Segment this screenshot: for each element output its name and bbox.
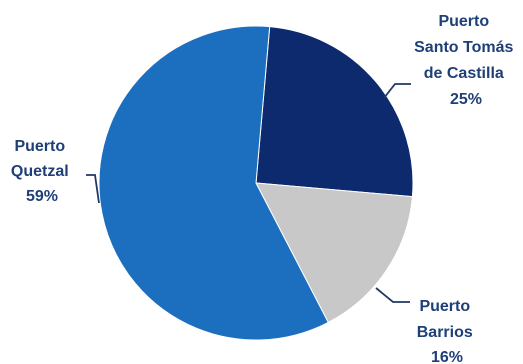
slice-label-santo-tomas-line-1: Puerto [438,13,489,30]
slice-label-barrios-line-2: Barrios [417,324,473,341]
slice-label-quetzal-line-2: Quetzal [11,163,69,180]
leader-line-santo-tomas [383,83,411,99]
leader-line-quetzal [86,174,100,204]
pie-slice-santo-tomas [255,26,414,198]
pie-slice-barrios [255,182,413,324]
slice-label-santo-tomas-line-3: de Castilla [424,65,504,82]
pie-slices [98,25,414,341]
slice-label-barrios-line-1: Puerto [419,298,470,315]
pie-slice-quetzal [98,25,329,341]
slice-label-santo-tomas-line-2: Santo Tomás [414,39,513,56]
slice-value-barrios: 16% [431,349,463,364]
slice-label-quetzal-line-1: Puerto [14,138,65,155]
slice-value-quetzal: 59% [26,188,58,205]
slice-label-santo-tomas: Puerto Santo Tomás de Castilla 25% [414,13,518,108]
leader-line-barrios [375,287,410,303]
slice-value-santo-tomas: 25% [450,91,482,108]
slice-label-barrios: Puerto Barrios 16% [417,298,477,364]
slice-label-quetzal: Puerto Quetzal 59% [11,138,73,205]
